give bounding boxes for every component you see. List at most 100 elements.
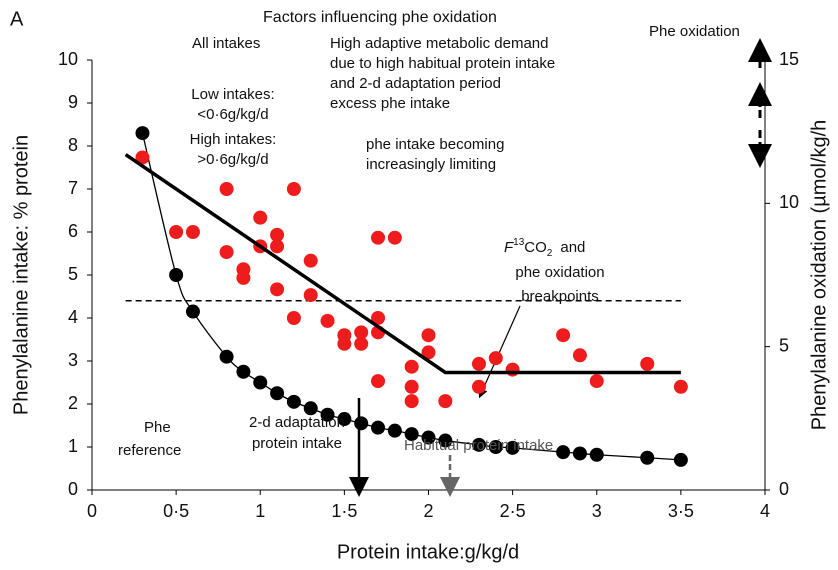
point (404, 427, 419, 442)
point (404, 379, 419, 394)
point (572, 446, 587, 461)
y2-axis-title: Phenylalanine oxidation (µmol/kg/h (808, 120, 830, 431)
annotation: High adaptive metabolic demand (330, 35, 548, 52)
point (169, 268, 184, 282)
point (371, 311, 386, 325)
point (286, 394, 301, 409)
annotation: >0·6g/kg/d (197, 151, 268, 168)
point (673, 452, 688, 467)
point (471, 356, 486, 371)
point (673, 379, 688, 394)
annotation: increasingly limiting (366, 156, 496, 173)
chart-title: Factors influencing phe oxidation (263, 9, 497, 26)
y-tick-label: 1 (68, 436, 78, 456)
x-tick-label: 3 (592, 501, 602, 521)
point (354, 336, 369, 351)
point (135, 150, 150, 165)
breakpoint-line (124, 153, 681, 375)
annotation: phe intake becoming (366, 136, 504, 153)
point (371, 230, 386, 245)
annotation: Phe oxidation (649, 23, 740, 40)
point (471, 379, 486, 394)
formula-part: and (560, 239, 585, 256)
point (270, 282, 285, 297)
point (387, 423, 402, 438)
point (253, 210, 268, 225)
annotation: All intakes (192, 35, 260, 52)
y-tick-label: 7 (68, 178, 78, 198)
point (421, 328, 436, 343)
point (640, 450, 655, 465)
point (185, 304, 200, 319)
point (270, 227, 285, 242)
x-tick-label: 2 (423, 501, 433, 521)
point (589, 447, 604, 462)
point (354, 325, 369, 340)
point (219, 349, 234, 364)
point (337, 336, 352, 351)
point (421, 430, 436, 445)
annotation: High intakes: (190, 131, 277, 148)
point (488, 351, 503, 366)
x-tick-label: 3·5 (668, 501, 694, 521)
point (556, 328, 571, 343)
point (219, 245, 234, 260)
y-tick-label: 0 (68, 479, 78, 499)
point (354, 416, 369, 431)
point (404, 394, 419, 409)
breakpoint-formula: F13CO2 and (504, 237, 585, 259)
point (270, 386, 285, 401)
point (556, 445, 571, 460)
y2-tick-label: 15 (779, 49, 799, 69)
point (303, 288, 318, 303)
annotation: protein intake (252, 435, 342, 452)
y-tick-label: 3 (68, 350, 78, 370)
y-tick-label: 4 (68, 307, 78, 327)
y-tick-label: 6 (68, 221, 78, 241)
x-tick-label: 4 (760, 501, 770, 521)
y-tick-label: 2 (68, 393, 78, 413)
point (185, 225, 200, 239)
x-tick-label: 1·5 (331, 501, 357, 521)
point (505, 440, 520, 455)
annotation: phe oxidation (515, 264, 604, 281)
y2-tick-label: 10 (779, 192, 799, 212)
point (438, 433, 453, 448)
point (572, 348, 587, 363)
point (303, 253, 318, 268)
fit-curve (141, 132, 681, 461)
x-tick-label: 1 (255, 501, 265, 521)
breakpoint-arrow (478, 305, 521, 399)
point (286, 182, 301, 196)
y-tick-label: 5 (68, 264, 78, 284)
y-tick-label: 8 (68, 135, 78, 155)
formula-part: F (504, 239, 514, 256)
point (236, 270, 251, 285)
annotation: Habitual protein intake (404, 437, 553, 454)
panel-label: A (10, 8, 24, 30)
point (488, 440, 503, 454)
formula-part: 13 (513, 237, 525, 248)
annotation: 2-d adaptation (249, 414, 345, 431)
point (371, 420, 386, 435)
y-axis-title: Phenylalanine intake: % protein (10, 135, 32, 415)
formula-part: 2 (547, 248, 553, 259)
annotation: due to high habitual protein intake (330, 55, 555, 72)
point (219, 182, 234, 196)
annotation: excess phe intake (330, 95, 450, 112)
point (337, 412, 352, 427)
point (589, 374, 604, 389)
point (320, 313, 335, 328)
point (236, 364, 251, 379)
point (270, 239, 285, 254)
point (286, 311, 301, 325)
formula-part: CO (524, 239, 547, 256)
x-tick-label: 2·5 (500, 501, 526, 521)
annotation: <0·6g/kg/d (197, 106, 268, 123)
point (505, 362, 520, 377)
point (438, 394, 453, 409)
x-tick-label: 0 (87, 501, 97, 521)
annotation: Phe (144, 419, 171, 436)
annotation: and 2-d adaptation period (330, 75, 501, 92)
